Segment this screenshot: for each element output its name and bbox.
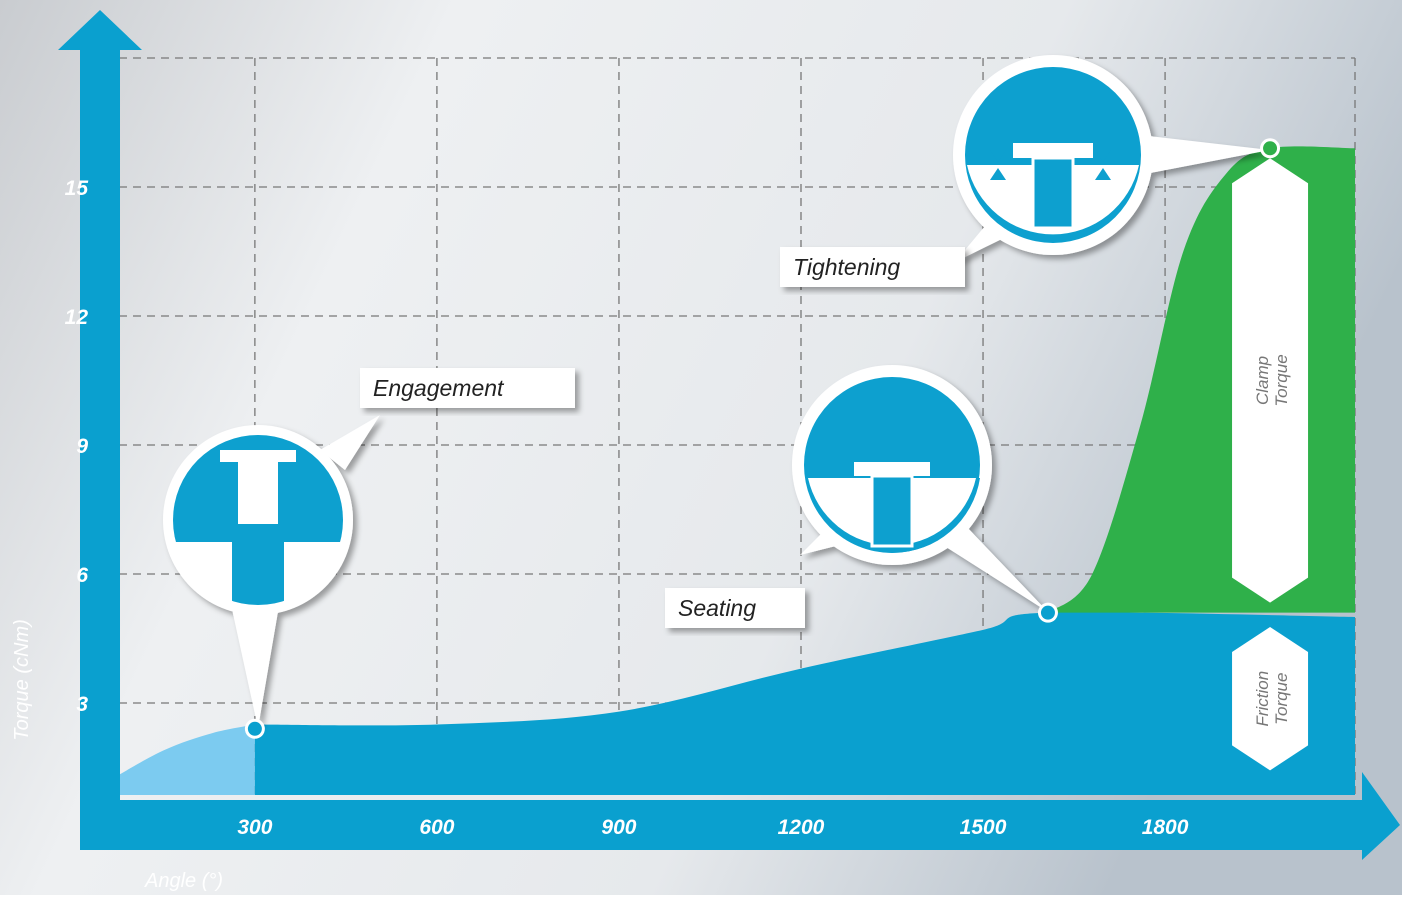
area: [254, 612, 1355, 795]
x-tick-label: 600: [419, 816, 454, 839]
callout-label: Tightening: [793, 254, 900, 280]
y-axis-title: Torque (cNm): [11, 619, 33, 741]
band-word: Clamp: [1253, 356, 1272, 405]
y-axis: [58, 10, 142, 800]
x-tick-label: 300: [237, 816, 272, 839]
x-tick-label: 1500: [960, 816, 1007, 839]
callout-box: [665, 588, 805, 628]
x-axis-title: Angle (°): [144, 870, 223, 892]
y-tick-label: 9: [76, 435, 88, 458]
point-core: [1040, 605, 1055, 620]
x-tick-label: 1200: [778, 816, 825, 839]
band-word: Friction: [1253, 671, 1272, 727]
band: [1232, 158, 1309, 603]
x-tick-label: 1800: [1142, 816, 1189, 839]
y-tick-label: 15: [65, 177, 89, 200]
x-tick-label: 900: [601, 816, 636, 839]
band: [1232, 626, 1309, 771]
tightening-badge: [953, 55, 1270, 262]
point-core: [1263, 141, 1278, 156]
annotations: Engagement Seating Tightening: [244, 138, 1281, 739]
area: [109, 724, 255, 795]
point-core: [247, 721, 262, 736]
band-word: Torque: [1272, 673, 1291, 725]
engagement-badge: [163, 415, 380, 728]
ticks: 3 6 9 12 15 300 600 900 1200 1500 1800: [65, 177, 1189, 839]
band-label: ClampTorque: [1253, 354, 1291, 406]
callout-label: Seating: [678, 595, 756, 621]
callout-label: Engagement: [373, 375, 505, 401]
band-label: FrictionTorque: [1253, 671, 1291, 727]
y-tick-label: 6: [76, 564, 88, 587]
seating-badge: [792, 365, 1048, 612]
x-axis: [80, 772, 1400, 860]
y-tick-label: 3: [76, 693, 88, 716]
callout-box: [780, 247, 965, 287]
y-tick-label: 12: [65, 306, 89, 329]
band-word: Torque: [1272, 354, 1291, 406]
callout-box: [360, 368, 575, 408]
